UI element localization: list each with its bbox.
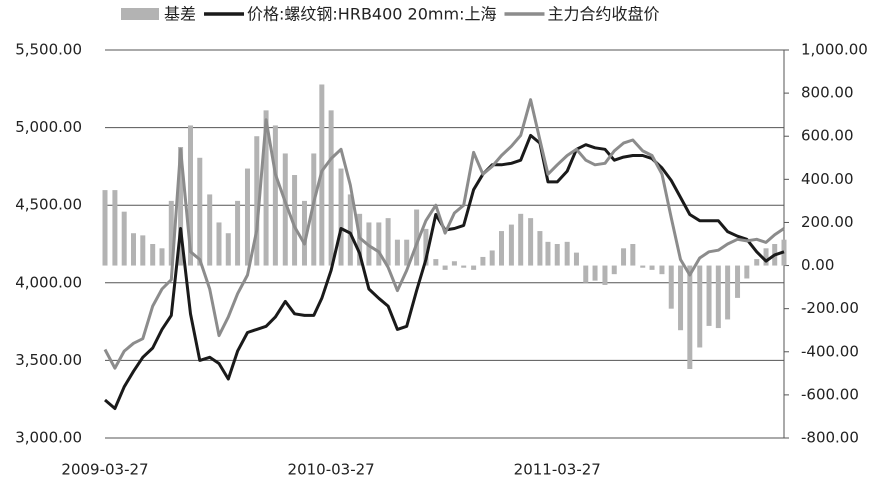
bar — [687, 265, 693, 370]
y2-tick-label: 0.00 — [801, 256, 834, 274]
bar — [254, 136, 260, 266]
y2-tick-label: 600.00 — [801, 127, 854, 145]
bar — [725, 265, 731, 320]
bar — [602, 265, 608, 285]
bar — [706, 265, 712, 326]
bar — [537, 231, 543, 266]
bar — [423, 228, 429, 266]
y2-tick-label: 1,000.00 — [801, 41, 868, 59]
bar — [187, 125, 193, 266]
bar — [735, 265, 741, 298]
bar — [235, 200, 241, 266]
bar — [659, 265, 665, 275]
bar — [640, 265, 646, 268]
bar — [545, 241, 551, 266]
y2-tick-label: -800.00 — [801, 429, 859, 447]
bar — [715, 265, 721, 329]
bar — [207, 194, 213, 266]
bar — [754, 259, 760, 266]
bar — [621, 248, 627, 266]
bar — [121, 211, 127, 266]
bar — [216, 222, 222, 266]
legend-label: 主力合约收盘价 — [547, 5, 659, 24]
bar — [102, 190, 108, 266]
bar — [498, 231, 504, 266]
bar — [347, 194, 353, 266]
y-tick-label: 5,500.00 — [15, 41, 82, 59]
bar — [630, 244, 636, 266]
bar — [480, 256, 486, 266]
bar — [451, 261, 457, 266]
bar — [564, 241, 570, 266]
bar — [611, 265, 617, 275]
bar — [471, 265, 477, 270]
bar — [282, 153, 288, 266]
y2-tick-label: 800.00 — [801, 84, 854, 102]
bar — [178, 147, 184, 266]
y-tick-label: 4,500.00 — [15, 196, 82, 214]
bar — [150, 244, 156, 266]
bar — [159, 248, 165, 266]
bar — [112, 190, 118, 266]
bar — [225, 233, 231, 266]
bar — [744, 265, 750, 279]
bar — [461, 265, 467, 268]
bar — [263, 110, 269, 266]
bar — [338, 168, 344, 266]
x-tick-label: 2010-03-27 — [288, 461, 375, 479]
y2-tick-label: -600.00 — [801, 385, 859, 403]
y-tick-label: 3,000.00 — [15, 429, 82, 447]
y2-tick-label: 200.00 — [801, 213, 854, 231]
bar — [668, 265, 674, 309]
bar — [328, 110, 334, 266]
legend-label: 基差 — [164, 5, 196, 24]
bar — [301, 200, 307, 266]
bar — [489, 250, 495, 266]
y2-tick-label: -400.00 — [801, 342, 859, 360]
bar — [508, 224, 514, 266]
bar — [272, 125, 278, 266]
line-series — [103, 98, 785, 370]
y-tick-label: 5,000.00 — [15, 118, 82, 136]
bar — [763, 248, 769, 266]
bar — [433, 259, 439, 266]
bar — [311, 153, 317, 266]
y-tick-label: 4,000.00 — [15, 273, 82, 291]
bar — [394, 239, 400, 266]
bar — [244, 168, 250, 266]
legend-label: 价格:螺纹钢:HRB400 20mm:上海 — [247, 5, 496, 24]
bar — [376, 222, 382, 266]
bar — [197, 157, 203, 266]
bar — [697, 265, 703, 348]
y2-tick-label: -200.00 — [801, 299, 859, 317]
bar — [518, 213, 524, 266]
bar — [554, 244, 560, 266]
bar — [583, 265, 589, 283]
bar — [404, 239, 410, 266]
bar — [140, 235, 146, 266]
x-tick-label: 2009-03-27 — [61, 461, 148, 479]
x-tick-label: 2011-03-27 — [514, 461, 601, 479]
bar — [528, 218, 534, 266]
legend: 基差 价格:螺纹钢:HRB400 20mm:上海 主力合约收盘价 — [121, 5, 660, 24]
bar — [414, 209, 420, 266]
bar — [292, 175, 298, 266]
bar — [649, 265, 655, 270]
bar — [442, 265, 448, 270]
legend-swatch — [121, 8, 159, 20]
y2-tick-label: 400.00 — [801, 170, 854, 188]
bar — [678, 265, 684, 331]
y-tick-label: 3,500.00 — [15, 351, 82, 369]
bar — [168, 200, 174, 266]
bar — [385, 218, 391, 266]
bar — [130, 233, 136, 266]
bar — [573, 252, 579, 266]
bar — [592, 265, 598, 281]
